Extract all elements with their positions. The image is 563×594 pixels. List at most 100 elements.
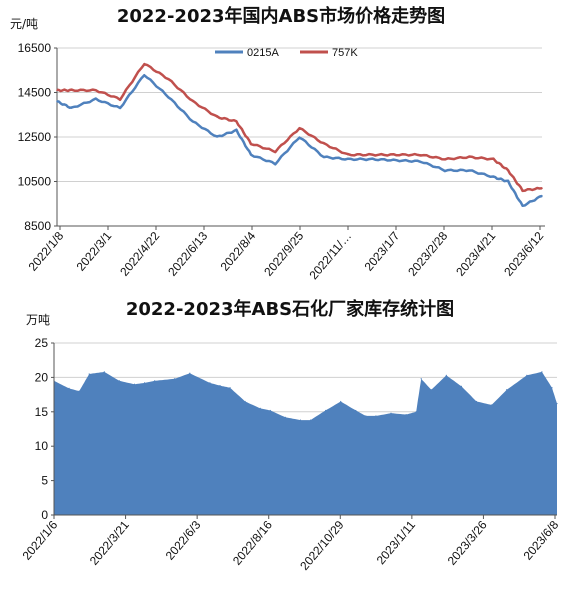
y-tick-label: 10500 (18, 175, 52, 189)
inventory-point (68, 387, 70, 390)
series-point-757K (235, 120, 238, 123)
series-point-0215A (167, 96, 170, 98)
series-point-757K (322, 142, 325, 145)
series-point-0215A (298, 136, 301, 138)
inventory-point (445, 374, 447, 376)
series-point-0215A (250, 154, 252, 156)
inventory-point (556, 402, 558, 405)
series-point-757K (371, 154, 374, 156)
x-tick-label: 2022/1/8 (26, 229, 67, 274)
inventory-point (430, 389, 432, 391)
series-point-0215A (492, 176, 495, 178)
inventory-point (526, 374, 528, 376)
y-tick-label: 12500 (18, 130, 52, 144)
inventory-point (475, 400, 478, 403)
inventory-chart: 2022-2023年ABS石化厂家库存统计图 万吨 0 5 10 15 20 25 202… (20, 298, 562, 573)
x-tick-label: 2023/6/8 (521, 518, 562, 563)
series-point-757K (119, 98, 121, 100)
inventory-point (415, 411, 417, 413)
x-tick-label: 2022/6/13 (165, 229, 210, 279)
price-chart-x-ticks: 2022/1/8 2022/3/1 2022/4/22 2022/6/13 2022/8… (26, 226, 547, 282)
series-point-0215A (468, 169, 471, 172)
x-tick-label: 2023/1/11 (374, 518, 419, 567)
x-tick-label: 2022/6/3 (163, 518, 204, 563)
inventory-chart-series (53, 371, 558, 515)
inventory-point (118, 380, 120, 382)
series-point-757K (167, 78, 170, 80)
x-tick-label: 2022/3/21 (87, 518, 132, 568)
y-tick-label: 10 (35, 439, 49, 453)
series-point-757K (521, 189, 524, 192)
series-point-0215A (274, 162, 277, 165)
legend-label-757K: 757K (332, 47, 358, 59)
series-point-0215A (216, 136, 218, 138)
series-point-0215A (395, 159, 398, 162)
inventory-point (154, 380, 156, 382)
x-tick-label: 2022/11/… (306, 229, 354, 282)
price-chart-legend: 0215A 757K (215, 47, 358, 59)
series-point-0215A (70, 107, 73, 109)
series-point-0215A (371, 158, 374, 161)
series-point-757K (507, 169, 509, 172)
inventory-point (365, 415, 367, 417)
series-point-757K (492, 158, 495, 161)
inventory-point (325, 409, 327, 412)
y-tick-label: 16500 (18, 41, 52, 55)
x-tick-label: 2023/4/21 (453, 229, 498, 279)
y-tick-label: 8500 (24, 219, 51, 233)
inventory-point (103, 371, 105, 373)
x-tick-label: 2022/8/4 (218, 229, 259, 274)
inventory-point (284, 416, 286, 418)
inventory-point (219, 385, 221, 387)
inventory-point (189, 372, 191, 374)
price-chart-y-ticks: 8500 10500 12500 14500 16500 (18, 41, 57, 233)
legend-label-0215A: 0215A (247, 47, 279, 59)
inventory-point (174, 378, 176, 380)
series-point-0215A (507, 180, 509, 183)
inventory-chart-x-ticks: 2022/1/6 2022/3/21 2022/6/3 2022/8/16 2022/1… (20, 515, 562, 573)
inventory-point (88, 373, 90, 375)
inventory-point (269, 409, 271, 412)
series-point-757K (444, 158, 446, 161)
y-tick-label: 5 (41, 474, 48, 488)
y-tick-label: 0 (41, 508, 48, 522)
price-chart-title: 2022-2023年国内ABS市场价格走势图 (117, 5, 445, 27)
inventory-point (460, 385, 463, 387)
y-tick-label: 25 (35, 336, 49, 350)
inventory-point (244, 400, 246, 403)
series-point-0215A (347, 158, 349, 161)
inventory-point (405, 413, 407, 416)
series-point-0215A (322, 156, 325, 158)
series-point-0215A (541, 195, 543, 197)
series-point-0215A (419, 160, 422, 163)
inventory-point (375, 415, 377, 417)
series-point-0215A (235, 129, 238, 132)
y-tick-label: 20 (35, 370, 49, 384)
price-chart: 2022-2023年国内ABS市场价格走势图 元/吨 8500 10500 1250… (10, 5, 547, 282)
series-point-757K (56, 89, 58, 92)
series-point-757K (274, 150, 277, 153)
inventory-point (541, 371, 543, 373)
series-point-757K (541, 187, 543, 189)
inventory-chart-title: 2022-2023年ABS石化厂家库存统计图 (126, 298, 454, 320)
inventory-area (54, 371, 557, 515)
x-tick-label: 2023/6/12 (501, 229, 546, 279)
inventory-point (143, 382, 146, 384)
y-tick-label: 14500 (18, 86, 52, 100)
series-point-757K (95, 89, 97, 92)
x-tick-label: 2022/1/6 (20, 518, 61, 563)
inventory-chart-y-ticks: 0 5 10 15 20 25 (35, 336, 54, 522)
x-tick-label: 2022/9/25 (261, 229, 306, 279)
y-tick-label: 15 (35, 405, 49, 419)
inventory-chart-ylabel: 万吨 (26, 313, 50, 327)
inventory-point (78, 390, 80, 392)
inventory-point (355, 409, 357, 412)
inventory-point (420, 378, 422, 380)
series-point-757K (419, 154, 422, 156)
series-point-757K (250, 142, 252, 145)
series-point-757K (143, 62, 146, 65)
inventory-point (299, 419, 302, 421)
series-point-0215A (95, 98, 97, 100)
series-point-757K (70, 89, 73, 92)
